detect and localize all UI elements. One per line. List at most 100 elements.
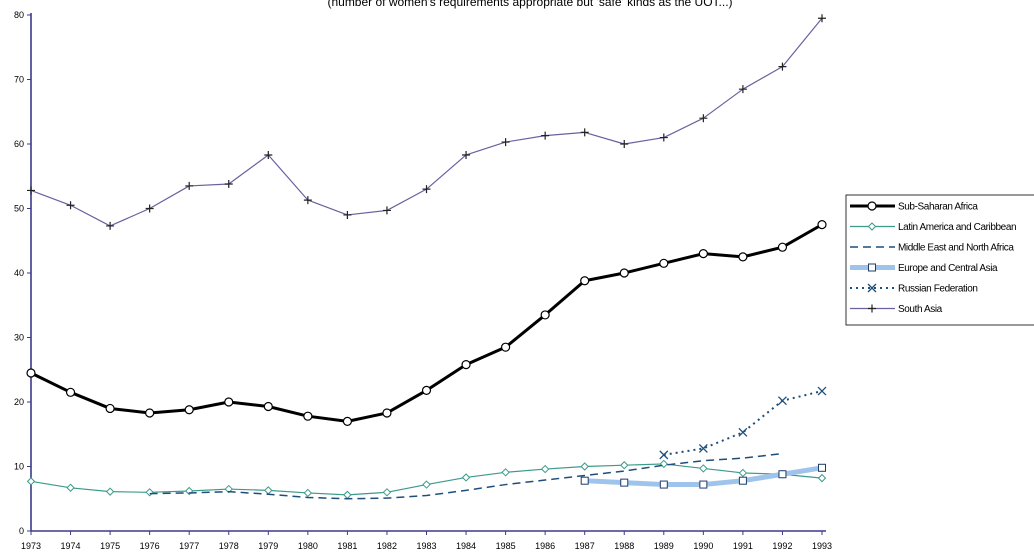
series-point	[145, 408, 155, 418]
series-point	[659, 258, 669, 268]
series-point	[699, 114, 708, 123]
series-point	[184, 405, 194, 415]
series-point	[580, 276, 590, 286]
series-line	[149, 452, 783, 500]
axes: 0 10 20 30 40 50 60 70 80 1973 1974 1975 1976 1977 197…	[14, 10, 832, 551]
series-point	[27, 186, 35, 195]
series-point	[777, 396, 787, 406]
series-point	[699, 480, 708, 489]
x-tick-label: 1982	[377, 541, 397, 551]
legend-label: Latin America and Caribbean	[898, 222, 1016, 233]
x-tick-label: 1979	[258, 541, 278, 551]
x-tick-label: 1988	[614, 541, 634, 551]
series-point	[263, 401, 273, 412]
series-point	[699, 464, 708, 473]
legend-label: Sub-Saharan Africa	[898, 202, 978, 213]
y-tick-label: 0	[19, 526, 24, 536]
series-point	[105, 487, 115, 496]
series-point	[738, 252, 748, 262]
series-point	[343, 210, 352, 219]
series-point	[868, 304, 876, 313]
series-line	[663, 390, 823, 456]
series-point	[66, 483, 75, 492]
series-point	[462, 150, 471, 159]
series-point	[778, 470, 787, 479]
series-point	[185, 181, 194, 190]
y-tick-label: 60	[14, 139, 24, 149]
series-point	[501, 138, 510, 147]
series-point	[659, 133, 668, 142]
legend-box	[845, 194, 1034, 326]
series-point	[105, 403, 115, 414]
series-point	[620, 140, 629, 148]
series-point	[422, 185, 431, 194]
series-point	[867, 222, 877, 231]
series-point	[659, 459, 669, 469]
series-point	[738, 476, 747, 485]
series-point	[382, 408, 392, 418]
series-point	[659, 480, 668, 489]
series-point	[303, 196, 312, 205]
series-point	[867, 283, 877, 293]
series-point	[461, 473, 471, 482]
series-point	[580, 128, 589, 137]
series-point	[106, 221, 115, 230]
legend-label: Russian Federation	[898, 284, 978, 295]
series-point	[421, 385, 432, 395]
series-point	[65, 387, 76, 397]
series-point	[224, 484, 233, 494]
series-point	[26, 477, 36, 486]
legend: Sub-Saharan Africa Latin America and Cari…	[845, 194, 1034, 326]
y-tick-label: 10	[14, 462, 24, 472]
x-tick-label: 1987	[575, 541, 595, 551]
series-point	[698, 249, 708, 259]
series-point	[659, 450, 669, 460]
x-tick-label: 1989	[654, 541, 674, 551]
series-point	[224, 397, 234, 407]
series-point	[342, 416, 352, 426]
series-point	[620, 461, 629, 470]
series-point	[818, 14, 826, 23]
series-point	[303, 411, 313, 421]
series-latin-america-and-caribbean	[26, 459, 827, 500]
series-point	[264, 486, 273, 495]
series-point	[777, 242, 788, 252]
series-point	[264, 150, 273, 159]
x-tick-label: 1980	[298, 541, 318, 551]
series-europe-and-central-asia	[580, 463, 826, 489]
series-sub-saharan-africa	[26, 220, 827, 426]
chart-title: (number of women's requirements appropri…	[327, 0, 732, 9]
x-tick-label: 1975	[100, 541, 120, 551]
x-tick-label: 1983	[416, 541, 436, 551]
series-russian-federation	[659, 386, 827, 460]
series-point	[422, 480, 431, 489]
x-tick-label: 1986	[535, 541, 555, 551]
series-point	[738, 468, 748, 478]
series-point	[501, 342, 511, 352]
series-point	[145, 488, 154, 497]
legend-label: Middle East and North Africa	[898, 243, 1014, 254]
x-tick-label: 1985	[496, 541, 516, 551]
x-tick-label: 1984	[456, 541, 476, 551]
series-point	[343, 490, 352, 500]
y-tick-label: 20	[14, 397, 24, 407]
x-tick-label: 1973	[21, 541, 41, 551]
series-point	[698, 443, 708, 453]
series-point	[867, 201, 877, 211]
series-point	[540, 464, 550, 474]
series-point	[817, 386, 827, 396]
x-tick-label: 1974	[61, 541, 81, 551]
x-tick-label: 1990	[693, 541, 713, 551]
series-point	[145, 204, 154, 213]
y-tick-label: 70	[14, 75, 24, 85]
x-tick-label: 1993	[812, 541, 832, 551]
series-point	[619, 268, 629, 278]
series-point	[580, 462, 589, 471]
series-point	[501, 468, 510, 477]
y-tick-label: 50	[14, 204, 24, 214]
series-point	[778, 62, 787, 71]
series-point	[738, 85, 747, 94]
series-point	[868, 263, 876, 272]
series-point	[26, 368, 36, 378]
